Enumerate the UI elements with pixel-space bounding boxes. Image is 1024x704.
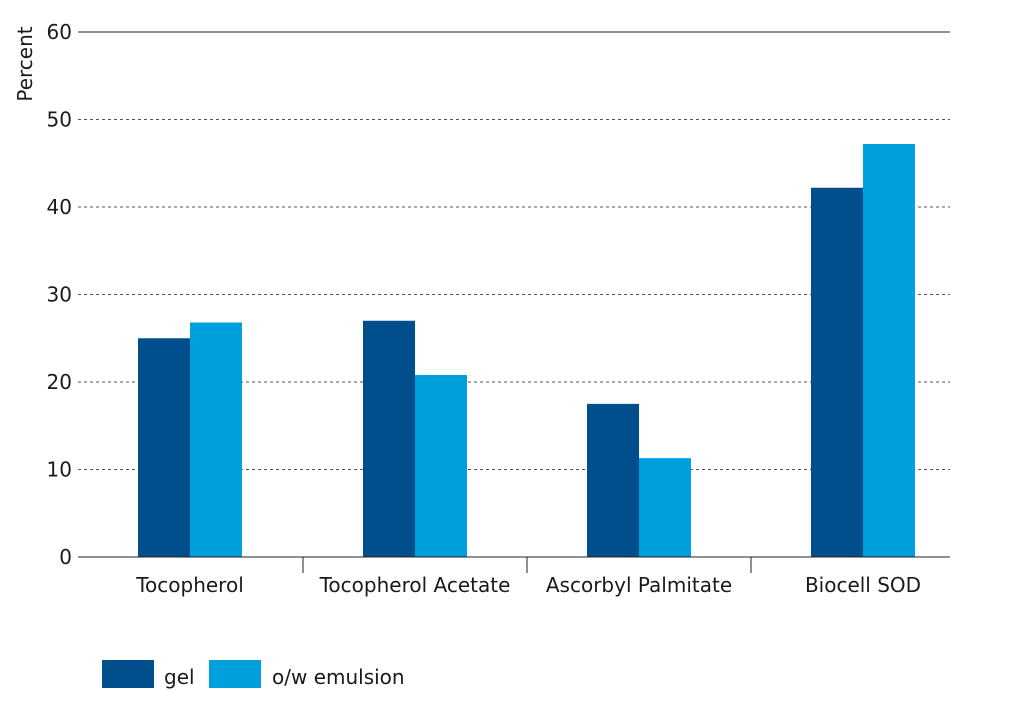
y-tick-label: 40 <box>47 195 72 219</box>
bar-gel-ascorbyl-palmitate <box>587 403 639 557</box>
y-tick-label: 30 <box>47 283 72 307</box>
legend: gel o/w emulsion <box>102 660 405 689</box>
x-axis-tick-labels: Tocopherol Tocopherol Acetate Ascorbyl Pal… <box>135 573 921 597</box>
legend-label: gel <box>164 665 195 689</box>
y-tick-label: 10 <box>47 458 72 482</box>
bar-o-w-emulsion-ascorbyl-palmitate <box>639 458 691 557</box>
bar-gel-tocopherol <box>138 338 190 557</box>
legend-label: o/w emulsion <box>272 665 405 689</box>
x-tick-label: Tocopherol <box>135 573 244 597</box>
bars <box>138 144 915 557</box>
x-tick-label: Tocopherol Acetate <box>319 573 511 597</box>
x-tick-label: Biocell SOD <box>805 573 921 597</box>
y-tick-label: 20 <box>47 370 72 394</box>
y-tick-label: 50 <box>47 108 72 132</box>
bar-o-w-emulsion-tocopherol <box>190 322 242 557</box>
bar-o-w-emulsion-tocopherol-acetate <box>415 375 467 557</box>
y-axis-label: Percent <box>13 26 37 101</box>
legend-swatch <box>102 660 154 688</box>
bar-gel-tocopherol-acetate <box>363 320 415 557</box>
x-axis <box>78 556 950 573</box>
y-tick-label: 60 <box>47 20 72 44</box>
bar-gel-biocell-sod <box>811 187 863 557</box>
y-tick-label: 0 <box>59 545 72 569</box>
y-axis-tick-labels: 0 10 20 30 40 50 60 <box>47 20 72 569</box>
bar-o-w-emulsion-biocell-sod <box>863 144 915 557</box>
legend-swatch <box>209 660 261 688</box>
x-tick-label: Ascorbyl Palmitate <box>546 573 732 597</box>
